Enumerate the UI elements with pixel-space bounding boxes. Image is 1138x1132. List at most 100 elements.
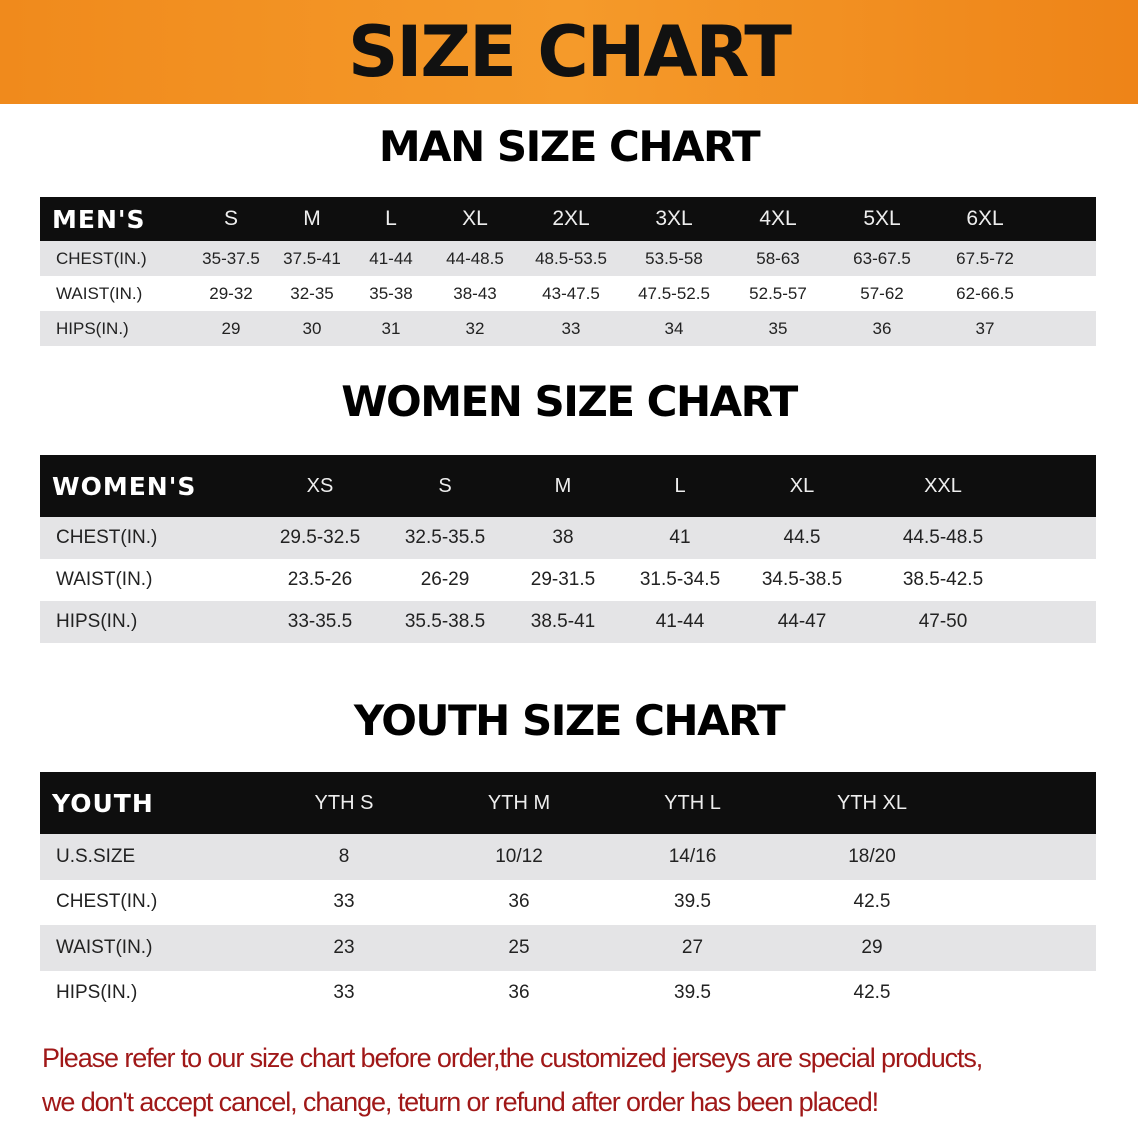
size-value: 26-29 <box>380 559 510 601</box>
size-value: 33 <box>255 970 433 1016</box>
size-value: 38-43 <box>430 276 520 311</box>
row-label: HIPS(IN.) <box>40 311 190 346</box>
size-header: S <box>380 455 510 517</box>
size-header: YTH S <box>255 772 433 834</box>
size-value: 53.5-58 <box>622 241 726 276</box>
size-value: 39.5 <box>605 970 780 1016</box>
empty-cell <box>964 879 1096 925</box>
table-header-label: MEN'S <box>40 197 190 241</box>
size-header: YTH M <box>433 772 605 834</box>
size-value: 37 <box>934 311 1036 346</box>
size-value: 35.5-38.5 <box>380 601 510 643</box>
size-header: L <box>616 455 744 517</box>
size-value: 34 <box>622 311 726 346</box>
youth-size-table: YOUTH YTH S YTH M YTH L YTH XL U.S.SIZE 8 10/12… <box>40 772 1096 1016</box>
table-row: CHEST(IN.) 35-37.5 37.5-41 41-44 44-48.5 48.5… <box>40 241 1096 276</box>
table-header-label: WOMEN'S <box>40 455 260 517</box>
men-size-table: MEN'S S M L XL 2XL 3XL 4XL 5XL 6XL CHEST(IN.) 35-37… <box>40 197 1096 346</box>
empty-cell <box>964 970 1096 1016</box>
empty-cell <box>964 834 1096 880</box>
size-value: 35-37.5 <box>190 241 272 276</box>
table-row: HIPS(IN.) 33-35.5 35.5-38.5 38.5-41 41-44 44-… <box>40 601 1096 643</box>
header-row: WOMEN'S XS S M L XL XXL <box>40 455 1096 517</box>
men-section-title-text: MAN SIZE CHART <box>378 122 761 171</box>
size-value: 36 <box>433 879 605 925</box>
size-value: 43-47.5 <box>520 276 622 311</box>
size-header: XL <box>430 197 520 241</box>
empty-cell <box>1026 517 1096 559</box>
size-header: YTH XL <box>780 772 964 834</box>
row-label: WAIST(IN.) <box>40 925 255 971</box>
youth-section-title: YOUTH SIZE CHART <box>0 696 1138 745</box>
row-label: HIPS(IN.) <box>40 970 255 1016</box>
size-value: 44.5-48.5 <box>860 517 1026 559</box>
youth-section-title-text: YOUTH SIZE CHART <box>353 696 786 745</box>
empty-cell <box>964 772 1096 834</box>
size-header: 2XL <box>520 197 622 241</box>
header-row: YOUTH YTH S YTH M YTH L YTH XL <box>40 772 1096 834</box>
size-value: 67.5-72 <box>934 241 1036 276</box>
notice-line: Please refer to our size chart before or… <box>42 1043 983 1073</box>
row-label: WAIST(IN.) <box>40 276 190 311</box>
size-header: 6XL <box>934 197 1036 241</box>
size-value: 58-63 <box>726 241 830 276</box>
size-value: 52.5-57 <box>726 276 830 311</box>
size-value: 48.5-53.5 <box>520 241 622 276</box>
table-row: U.S.SIZE 8 10/12 14/16 18/20 <box>40 834 1096 880</box>
size-header: XXL <box>860 455 1026 517</box>
table-row: WAIST(IN.) 23.5-26 26-29 29-31.5 31.5-34.5 34… <box>40 559 1096 601</box>
size-value: 57-62 <box>830 276 934 311</box>
title-banner: SIZE CHART <box>0 0 1138 104</box>
empty-cell <box>1036 311 1096 346</box>
empty-cell <box>1026 559 1096 601</box>
empty-cell <box>1036 276 1096 311</box>
size-header: YTH L <box>605 772 780 834</box>
size-value: 41-44 <box>616 601 744 643</box>
table-row: HIPS(IN.) 33 36 39.5 42.5 <box>40 970 1096 1016</box>
empty-cell <box>1026 455 1096 517</box>
size-header: XL <box>744 455 860 517</box>
size-value: 33 <box>255 879 433 925</box>
size-value: 8 <box>255 834 433 880</box>
size-value: 38.5-42.5 <box>860 559 1026 601</box>
row-label: CHEST(IN.) <box>40 241 190 276</box>
size-value: 44.5 <box>744 517 860 559</box>
size-value: 31.5-34.5 <box>616 559 744 601</box>
row-label: CHEST(IN.) <box>40 517 260 559</box>
size-value: 38.5-41 <box>510 601 616 643</box>
size-value: 63-67.5 <box>830 241 934 276</box>
size-value: 31 <box>352 311 430 346</box>
size-header: M <box>272 197 352 241</box>
size-value: 41-44 <box>352 241 430 276</box>
size-value: 41 <box>616 517 744 559</box>
size-header: 3XL <box>622 197 726 241</box>
size-value: 36 <box>830 311 934 346</box>
size-value: 36 <box>433 970 605 1016</box>
empty-cell <box>1036 241 1096 276</box>
size-value: 23 <box>255 925 433 971</box>
page-title: SIZE CHART <box>347 11 792 93</box>
size-header: 5XL <box>830 197 934 241</box>
size-header: M <box>510 455 616 517</box>
size-value: 33-35.5 <box>260 601 380 643</box>
row-label: HIPS(IN.) <box>40 601 260 643</box>
size-value: 29-32 <box>190 276 272 311</box>
size-value: 42.5 <box>780 879 964 925</box>
size-value: 29 <box>190 311 272 346</box>
men-section-title: MAN SIZE CHART <box>0 122 1138 171</box>
size-value: 39.5 <box>605 879 780 925</box>
size-value: 18/20 <box>780 834 964 880</box>
table-row: WAIST(IN.) 23 25 27 29 <box>40 925 1096 971</box>
size-value: 32-35 <box>272 276 352 311</box>
empty-cell <box>1036 197 1096 241</box>
size-value: 23.5-26 <box>260 559 380 601</box>
size-header: L <box>352 197 430 241</box>
size-value: 29.5-32.5 <box>260 517 380 559</box>
size-value: 47-50 <box>860 601 1026 643</box>
size-value: 27 <box>605 925 780 971</box>
size-value: 25 <box>433 925 605 971</box>
size-value: 33 <box>520 311 622 346</box>
size-value: 38 <box>510 517 616 559</box>
size-value: 29-31.5 <box>510 559 616 601</box>
size-header: 4XL <box>726 197 830 241</box>
